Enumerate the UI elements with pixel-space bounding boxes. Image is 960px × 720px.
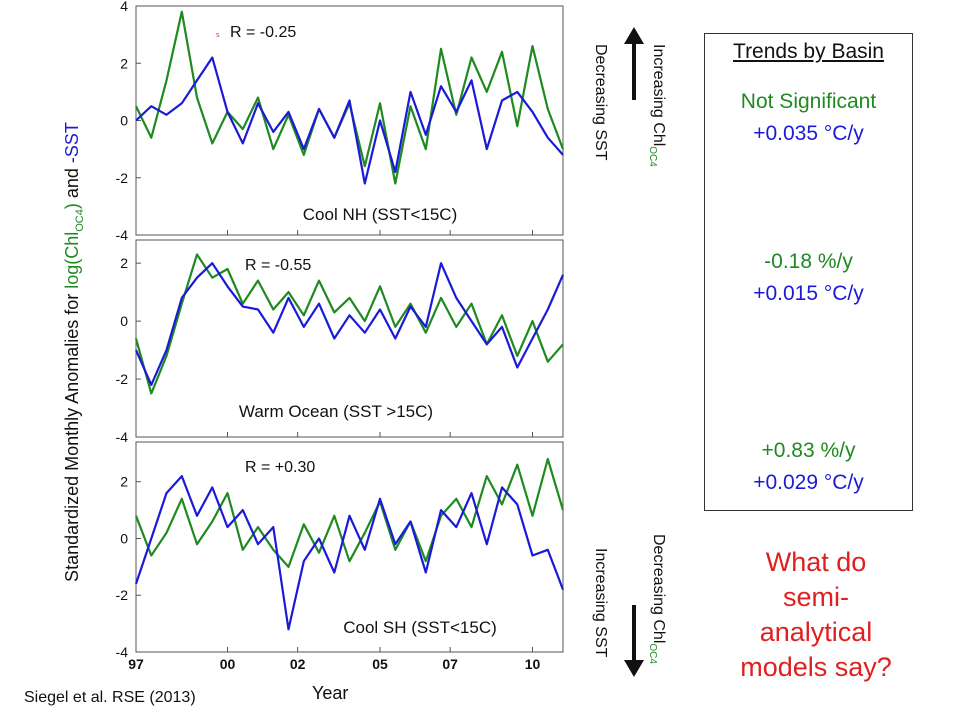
y-tick-label: 2 [120, 255, 128, 271]
trends-box: Trends by Basin Not Significant +0.035 °… [704, 33, 913, 511]
x-tick-label: 00 [220, 656, 236, 672]
y-tick-label: 0 [120, 113, 128, 129]
y-axis-label: Standardized Monthly Anomalies for log(C… [62, 122, 86, 582]
y-axis-label-prefix: Standardized Monthly Anomalies for [62, 289, 82, 582]
x-tick-label: 02 [290, 656, 306, 672]
question-text: What do semi- analytical models say? [706, 545, 926, 685]
correlation-label: R = -0.55 [245, 257, 311, 274]
y-axis-label-chl-close: ) [62, 203, 82, 209]
panel-title: Warm Ocean (SST >15C) [239, 402, 433, 421]
trend-cool-nh-sst: +0.035 °C/y [753, 122, 864, 145]
trend-cool-sh-chl: +0.83 %/y [761, 439, 856, 462]
question-line: analytical [759, 617, 873, 647]
series-line-sst [135, 56, 564, 185]
panel-title: Cool SH (SST<15C) [343, 618, 497, 637]
y-axis-label-sst: -SST [62, 122, 82, 163]
arrow-top-sst-label: Decreasing SST [592, 44, 609, 161]
trend-cool-nh-chl: Not Significant [740, 90, 877, 113]
y-tick-label: -4 [116, 429, 129, 445]
x-tick-label: 05 [372, 656, 388, 672]
y-tick-label: 0 [120, 313, 128, 329]
x-tick-label: 10 [525, 656, 541, 672]
y-tick-label: -4 [116, 644, 129, 660]
y-tick-label: -2 [116, 371, 129, 387]
x-tick-label: 07 [442, 656, 458, 672]
trend-warm-chl: -0.18 %/y [764, 250, 853, 273]
series-line-chl [135, 10, 565, 185]
arrow-bottom-sst-label: Increasing SST [592, 548, 609, 658]
panel-title: Cool NH (SST<15C) [303, 205, 457, 224]
y-tick-label: 0 [120, 530, 128, 546]
chart-panel: -4 -2 0 2 Cool SH (SST<15C) R = +0.30 [116, 441, 565, 660]
arrow-bottom-chl-label: Decreasing ChlOC4 [647, 534, 667, 664]
y-axis-label-chl-sub: OC4 [74, 209, 86, 232]
correlation-label: R = +0.30 [245, 459, 315, 476]
trends-title: Trends by Basin [733, 40, 884, 63]
question-line: What do [765, 547, 867, 577]
y-axis-label-chl: log(Chl [62, 232, 82, 289]
correlation-label: R = -0.25 [230, 24, 296, 41]
series-line-sst [134, 475, 565, 631]
y-axis-label-and: and [62, 163, 82, 203]
series-line-chl [134, 457, 565, 569]
question-line: semi- [783, 582, 849, 612]
y-tick-label: -2 [116, 170, 129, 186]
y-tick-label: -2 [116, 587, 129, 603]
panel-frame [135, 5, 564, 236]
chart-panel: -4 -2 0 2 4 Cool NH (SST<15C) R = -0.25 s [116, 0, 565, 243]
arrow-top [624, 27, 644, 100]
trend-warm-sst: +0.015 °C/y [753, 282, 864, 305]
trend-cool-sh-sst: +0.029 °C/y [753, 471, 864, 494]
question-line: models say? [740, 652, 892, 682]
panel-frame [135, 441, 564, 653]
y-tick-label: -4 [116, 227, 129, 243]
y-tick-label: 2 [120, 474, 128, 490]
series-line-chl [134, 253, 564, 395]
stray-mark: s [216, 32, 220, 39]
x-axis-label: Year [312, 683, 349, 703]
arrow-top-chl-label: Increasing ChlOC4 [647, 44, 667, 167]
x-tick-label: 97 [128, 656, 144, 672]
series-line-sst [134, 262, 565, 386]
chart-panel: -4 -2 0 2 Warm Ocean (SST >15C) R = -0.55 [116, 239, 565, 445]
y-tick-label: 2 [120, 55, 128, 71]
citation: Siegel et al. RSE (2013) [24, 689, 196, 706]
y-tick-label: 4 [120, 0, 128, 14]
arrow-bottom [624, 605, 644, 677]
